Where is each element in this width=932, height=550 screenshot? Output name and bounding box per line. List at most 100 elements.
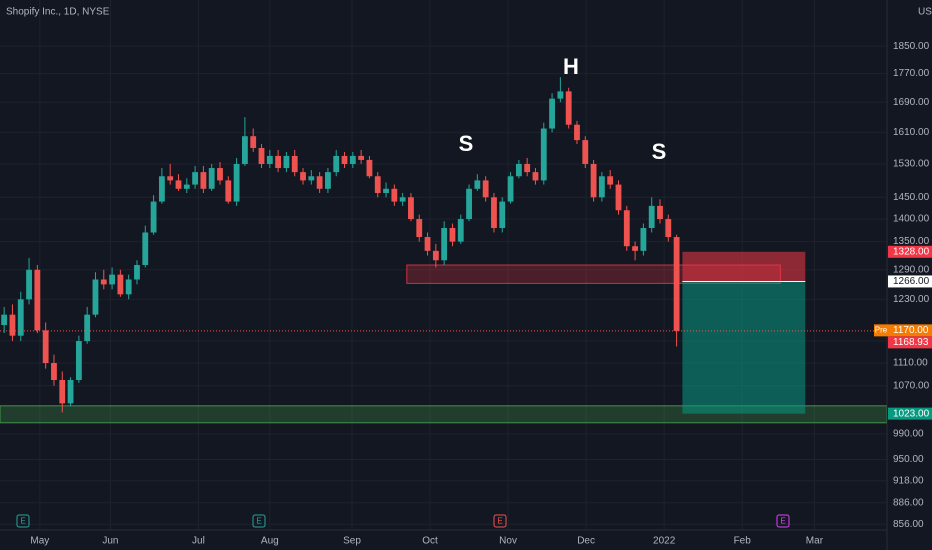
candle-body [349, 155, 356, 164]
candle-body [59, 380, 66, 404]
y-tick-label: 990.00 [893, 429, 924, 440]
candle-body [17, 299, 24, 336]
x-tick-label: Nov [499, 536, 517, 547]
candle-body [615, 184, 622, 211]
candle-body [75, 341, 82, 381]
y-tick-label: 1530.00 [893, 159, 930, 170]
price-tag-bg [874, 324, 888, 337]
price-label: 1023.00 [893, 408, 930, 419]
x-tick-label: Dec [577, 536, 595, 547]
candle-body [507, 176, 514, 202]
candle-body [225, 180, 232, 202]
candle-body [491, 197, 497, 228]
candle-body [200, 172, 207, 189]
candle-body [549, 98, 555, 129]
candle-body [250, 136, 257, 148]
labels: 1850.00 1770.00 1690.00 1610.00 1530.00 1450.… [30, 41, 932, 547]
price-label-bg [888, 324, 932, 337]
target-zone [682, 281, 806, 414]
y-tick-label: 1690.00 [893, 97, 930, 108]
y-tick-label: 1770.00 [893, 68, 930, 79]
y-tick-label: 918.00 [893, 475, 924, 486]
x-tick-label: Jun [102, 536, 118, 547]
y-tick-label: 1350.00 [893, 236, 930, 247]
x-tick-label: May [30, 536, 49, 547]
candle-body [424, 237, 431, 251]
price-label: 1328.00 [893, 246, 930, 257]
candle-body [574, 124, 580, 141]
candle-body [557, 91, 564, 99]
y-tick-label: 950.00 [893, 454, 924, 465]
price-label-bg [888, 407, 932, 420]
y-tick-label: 1230.00 [893, 294, 930, 305]
candle-body [275, 155, 282, 169]
candle-body [374, 176, 381, 194]
candle-body [300, 172, 306, 181]
candle-body [183, 184, 190, 189]
candle-body [308, 176, 315, 181]
candle-body [391, 188, 398, 202]
svg-text:E: E [497, 517, 502, 526]
candle-body [134, 265, 140, 280]
svg-text:E: E [780, 517, 785, 526]
candle-body [208, 168, 215, 189]
candle-body [51, 363, 57, 381]
price-label: 1170.00 [893, 325, 929, 336]
candle-body [657, 205, 663, 220]
y-tick-label: 1110.00 [893, 358, 928, 369]
candle-body [524, 163, 531, 173]
candle-body [598, 176, 605, 198]
x-tick-label: Aug [261, 536, 279, 547]
currency: USD [918, 7, 932, 18]
y-tick-label: 1290.00 [893, 264, 930, 275]
candle-body [565, 91, 572, 125]
candle-body [316, 176, 323, 189]
candle-body [432, 250, 439, 261]
candle-body [416, 219, 423, 238]
candle-body [333, 155, 340, 173]
annotation: S [459, 131, 474, 156]
chart-title: Shopify Inc., 1D, NYSE [6, 7, 110, 18]
candle-body [283, 155, 290, 169]
candle-body [242, 136, 248, 164]
candle-body [42, 330, 49, 364]
candle-body [582, 140, 589, 164]
candle-body [665, 219, 672, 238]
candle-body [474, 180, 481, 189]
y-tick-label: 1850.00 [893, 41, 930, 52]
candle-body [640, 227, 647, 251]
price-label: 1266.00 [893, 276, 930, 287]
y-tick-label: 1400.00 [893, 214, 930, 225]
annotation: H [563, 54, 579, 79]
candle-body [590, 163, 597, 198]
price-label-bg [888, 275, 932, 288]
candle-body [100, 279, 107, 285]
candle-body [673, 237, 680, 331]
candle-body [26, 269, 32, 300]
candle-body [540, 128, 547, 181]
x-tick-label: Mar [806, 536, 824, 547]
x-tick-label: 2022 [653, 536, 676, 547]
candle-body [67, 380, 74, 404]
candle-body [607, 176, 614, 185]
y-tick-label: 856.00 [893, 519, 924, 530]
x-tick-label: Feb [734, 536, 752, 547]
candle-body [125, 279, 132, 295]
candle-body [632, 246, 638, 251]
candle-body [648, 205, 655, 228]
candle-body [341, 155, 348, 164]
candle-body [383, 188, 389, 194]
candle-body [34, 269, 41, 331]
candle-body [499, 201, 506, 228]
candle-body [9, 314, 16, 336]
candle-body [92, 279, 99, 315]
x-tick-label: Jul [192, 536, 205, 547]
price-label-bg [888, 336, 932, 349]
svg-text:E: E [256, 517, 261, 526]
candle-body [109, 274, 115, 285]
candle-body [325, 172, 331, 189]
candle-body [441, 227, 448, 261]
candle-body [532, 172, 539, 181]
price-tag: Pre [875, 325, 888, 334]
candle-body [466, 188, 472, 220]
